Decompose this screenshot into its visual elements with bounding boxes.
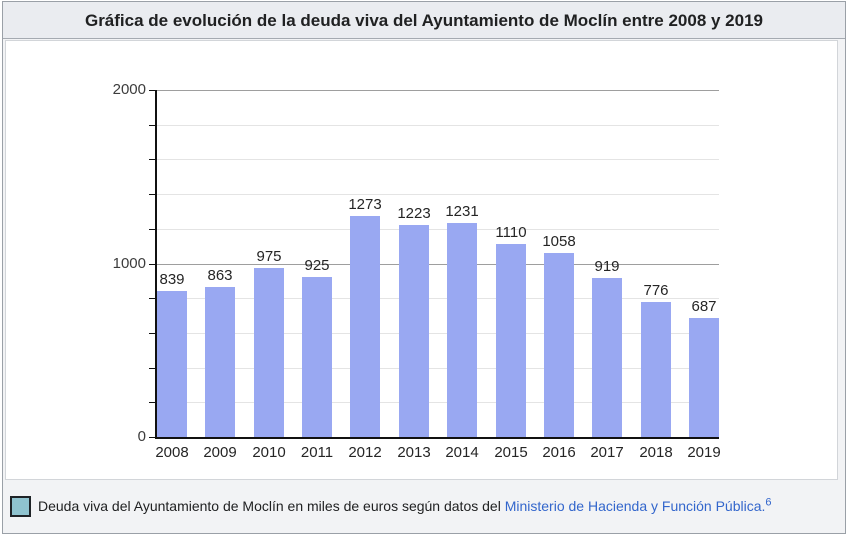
bar-2017 [592,278,622,437]
y-axis-tick-0 [149,437,156,438]
gridline-1200 [157,229,719,230]
bar-2011 [302,277,332,437]
gridline-1000 [157,264,719,265]
bar-value-2018: 776 [643,282,669,299]
graph-title: Gráfica de evolución de la deuda viva de… [3,2,845,39]
y-axis-tick-1400 [149,194,156,195]
x-axis-label-2013: 2013 [397,444,431,461]
gridline-1600 [157,159,719,160]
bar-value-2013: 1223 [397,205,431,222]
x-axis-label-2010: 2010 [252,444,286,461]
x-axis-label-2017: 2017 [590,444,624,461]
x-axis-label-2016: 2016 [542,444,576,461]
gridline-800 [157,298,719,299]
gridline-200 [157,402,719,403]
y-axis-label-1000: 1000 [112,255,146,272]
bar-2009 [205,287,235,437]
bar-value-2011: 925 [304,257,330,274]
y-axis-tick-200 [149,402,156,403]
bar-value-2017: 919 [594,258,620,275]
chart-legend: Deuda viva del Ayuntamiento de Moclín en… [3,480,845,533]
bar-chart-plot: 0 1000 2000 839 2008 863 2009 975 2010 925 2011 127… [6,41,837,479]
ministry-link[interactable]: Ministerio de Hacienda y Función Pública… [504,498,766,514]
y-axis-tick-600 [149,333,156,334]
x-axis-label-2014: 2014 [445,444,479,461]
gridline-400 [157,368,719,369]
bar-value-2010: 975 [256,248,282,265]
legend-swatch [10,496,31,517]
x-axis-label-2015: 2015 [494,444,528,461]
bar-value-2016: 1058 [542,233,576,250]
bar-value-2012: 1273 [348,196,382,213]
bar-value-2009: 863 [207,267,233,284]
gridline-1400 [157,194,719,195]
bar-2019 [689,318,719,437]
y-axis-tick-400 [149,368,156,369]
bar-2016 [544,253,574,437]
y-axis-tick-800 [149,298,156,299]
gridline-2000 [157,90,719,91]
bar-2018 [641,302,671,437]
y-axis-tick-1800 [149,125,156,126]
bar-2010 [254,268,284,437]
x-axis-label-2019: 2019 [687,444,721,461]
bar-2014 [447,223,477,437]
x-axis-label-2011: 2011 [300,444,334,461]
reference-link[interactable]: 6 [765,496,772,509]
x-axis [155,437,719,439]
chart-area: 0 1000 2000 839 2008 863 2009 975 2010 925 2011 127… [5,40,838,480]
legend-caption: Deuda viva del Ayuntamiento de Moclín en… [38,496,772,514]
x-axis-label-2012: 2012 [348,444,382,461]
debt-graph-widget: Gráfica de evolución de la deuda viva de… [2,1,846,534]
x-axis-label-2009: 2009 [203,444,237,461]
y-axis-label-2000: 2000 [112,81,146,98]
bar-2012 [350,216,380,437]
bar-value-2015: 1110 [495,224,527,241]
legend-caption-text: Deuda viva del Ayuntamiento de Moclín en… [38,498,505,514]
y-axis [155,90,157,438]
y-axis-tick-1000 [149,264,156,265]
bar-2013 [399,225,429,437]
bar-value-2014: 1231 [445,203,479,220]
gridline-1800 [157,125,719,126]
y-axis-tick-1200 [149,229,156,230]
bar-value-2019: 687 [691,298,717,315]
y-axis-tick-1600 [149,159,156,160]
y-axis-label-0: 0 [137,428,146,445]
bar-2015 [496,244,526,437]
x-axis-label-2018: 2018 [639,444,673,461]
bar-2008 [157,291,187,437]
y-axis-tick-2000 [149,90,156,91]
bar-value-2008: 839 [159,271,185,288]
gridline-600 [157,333,719,334]
x-axis-label-2008: 2008 [155,444,189,461]
